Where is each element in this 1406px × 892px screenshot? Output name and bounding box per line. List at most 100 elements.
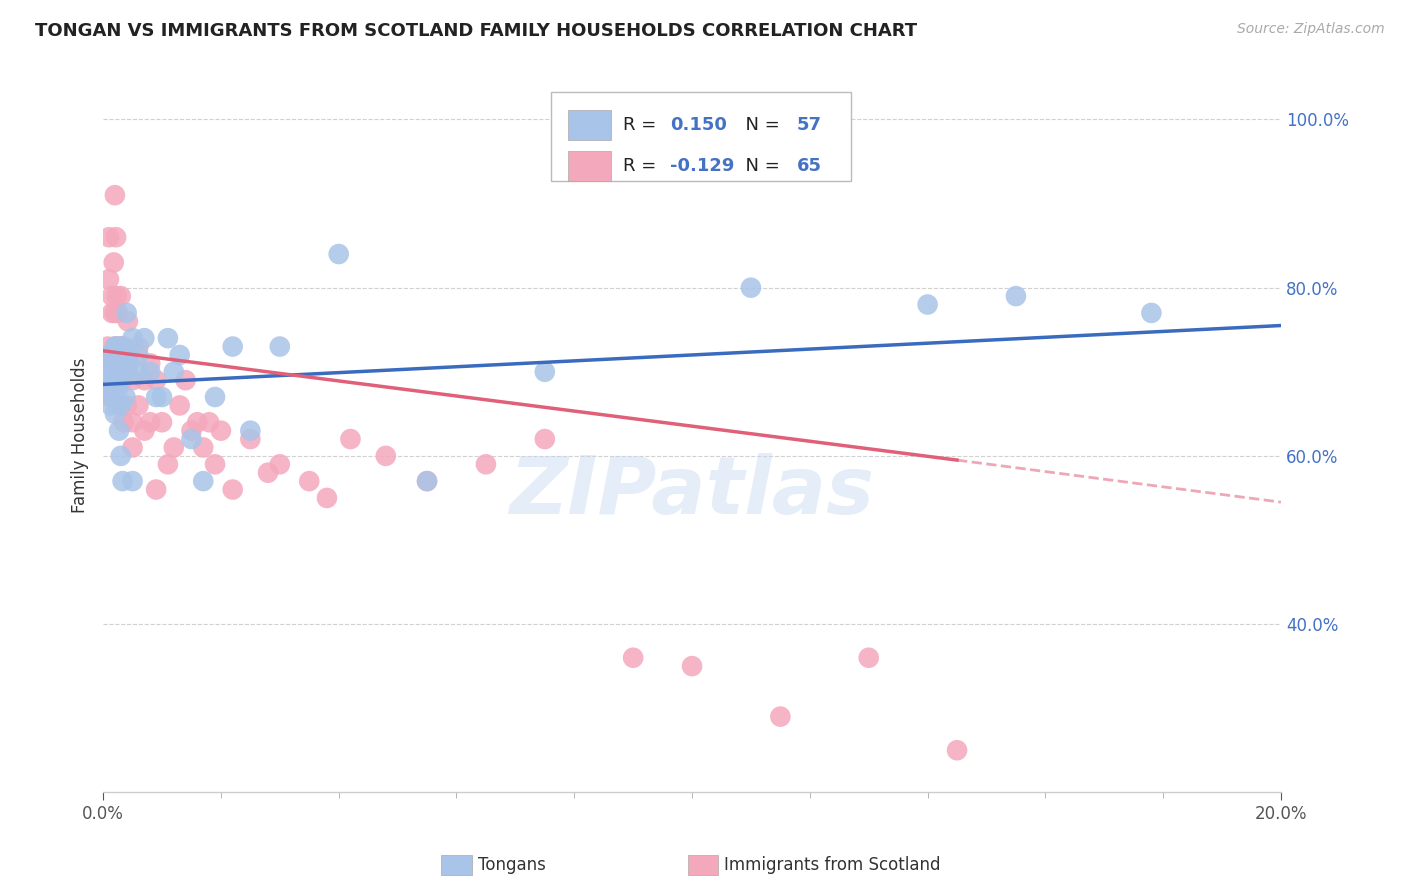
Point	[107, 340, 129, 354]
Point	[110, 399, 132, 413]
Point	[107, 373, 129, 387]
Point	[198, 415, 221, 429]
Point	[139, 415, 162, 429]
Text: 0.150: 0.150	[669, 116, 727, 134]
Point	[108, 424, 131, 438]
Point	[104, 382, 127, 396]
Point	[121, 474, 143, 488]
Point	[169, 348, 191, 362]
Text: Source: ZipAtlas.com: Source: ZipAtlas.com	[1237, 22, 1385, 37]
Point	[97, 340, 120, 354]
Y-axis label: Family Households: Family Households	[72, 357, 89, 513]
Point	[127, 399, 149, 413]
FancyBboxPatch shape	[551, 92, 851, 181]
Point	[475, 458, 498, 472]
Point	[111, 474, 134, 488]
Point	[117, 365, 139, 379]
Point	[239, 432, 262, 446]
Point	[97, 365, 120, 379]
Point	[269, 340, 291, 354]
Point	[221, 340, 243, 354]
Text: -0.129: -0.129	[669, 157, 734, 175]
Point	[139, 365, 162, 379]
Point	[101, 289, 124, 303]
Point	[111, 340, 134, 354]
Point	[127, 365, 149, 379]
Point	[156, 458, 179, 472]
Text: R =: R =	[623, 116, 662, 134]
Point	[134, 331, 156, 345]
Point	[105, 340, 128, 354]
Point	[110, 399, 132, 413]
Point	[101, 356, 124, 370]
Point	[204, 390, 226, 404]
Point	[112, 340, 135, 354]
Point	[134, 424, 156, 438]
Point	[121, 331, 143, 345]
Text: N =: N =	[734, 116, 786, 134]
Text: R =: R =	[623, 157, 662, 175]
Point	[104, 340, 127, 354]
Point	[740, 281, 762, 295]
Point	[193, 441, 215, 455]
Point	[316, 491, 339, 505]
Point	[98, 356, 121, 370]
Point	[117, 314, 139, 328]
Point	[104, 365, 127, 379]
Point	[769, 709, 792, 723]
Point	[105, 373, 128, 387]
Point	[98, 382, 121, 396]
Point	[150, 415, 173, 429]
Point	[105, 289, 128, 303]
Point	[163, 441, 186, 455]
Point	[150, 390, 173, 404]
Point	[145, 373, 167, 387]
Text: Immigrants from Scotland: Immigrants from Scotland	[724, 856, 941, 874]
Point	[145, 390, 167, 404]
Point	[257, 466, 280, 480]
Point	[1140, 306, 1163, 320]
Point	[101, 365, 124, 379]
Point	[110, 340, 132, 354]
Point	[115, 356, 138, 370]
Point	[533, 365, 555, 379]
Point	[917, 297, 939, 311]
Point	[209, 424, 232, 438]
Point	[127, 340, 149, 354]
Point	[112, 415, 135, 429]
Point	[98, 382, 121, 396]
Point	[621, 650, 644, 665]
Point	[180, 424, 202, 438]
Point	[98, 230, 121, 244]
Point	[139, 356, 162, 370]
Point	[118, 356, 141, 370]
Point	[946, 743, 969, 757]
Point	[104, 407, 127, 421]
Point	[681, 659, 703, 673]
Point	[374, 449, 396, 463]
Point	[1005, 289, 1028, 303]
Point	[174, 373, 197, 387]
FancyBboxPatch shape	[568, 151, 610, 181]
Point	[134, 373, 156, 387]
Point	[107, 365, 129, 379]
Point	[104, 340, 127, 354]
Point	[416, 474, 439, 488]
Point	[204, 458, 226, 472]
Point	[98, 272, 121, 286]
Text: Tongans: Tongans	[478, 856, 546, 874]
Point	[98, 390, 121, 404]
Text: N =: N =	[734, 157, 786, 175]
Point	[533, 432, 555, 446]
Point	[107, 382, 129, 396]
Text: 65: 65	[797, 157, 823, 175]
Point	[105, 348, 128, 362]
Point	[115, 306, 138, 320]
Point	[221, 483, 243, 497]
Point	[105, 230, 128, 244]
Point	[103, 373, 125, 387]
Point	[269, 458, 291, 472]
Point	[100, 399, 122, 413]
Point	[169, 399, 191, 413]
Text: ZIPatlas: ZIPatlas	[509, 453, 875, 531]
